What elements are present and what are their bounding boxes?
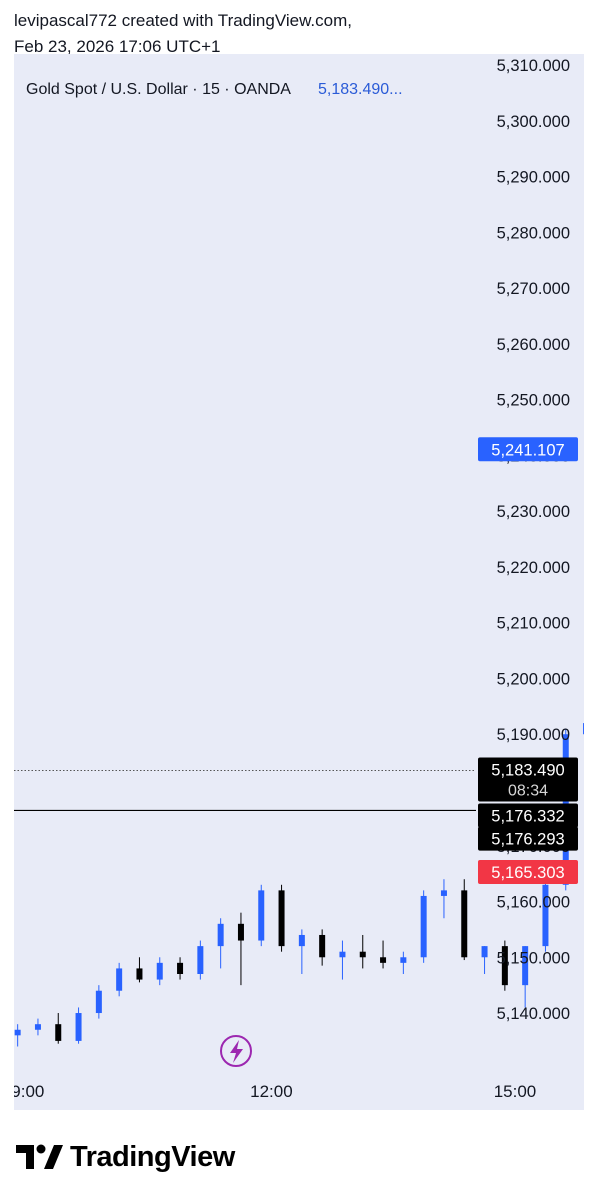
candle-body-10 — [217, 923, 224, 947]
price-label-text-crosshair: 5,176.293 — [491, 831, 564, 849]
candle-body-16 — [339, 951, 346, 958]
candle-body-23 — [481, 946, 488, 958]
y-tick-label: 5,200.000 — [497, 670, 570, 688]
y-tick-label: 5,160.000 — [497, 894, 570, 912]
timestamp-text: Feb 23, 2026 17:06 UTC+1 — [14, 37, 221, 56]
legend-price: 5,183.490... — [318, 81, 403, 98]
price-label-crosshair[interactable] — [478, 826, 578, 851]
candle-body-3 — [75, 1013, 82, 1041]
y-tick-label: 5,290.000 — [497, 169, 570, 187]
candle-body-0 — [14, 1029, 21, 1036]
created-by-text: levipascal772 created with TradingView.c… — [14, 11, 352, 30]
price-label-text-entry: 5,176.332 — [491, 807, 564, 825]
lightning-icon[interactable] — [220, 1035, 252, 1067]
y-tick-label: 5,310.000 — [497, 57, 570, 75]
y-tick-label: 5,270.000 — [497, 280, 570, 298]
y-tick-label: 5,280.000 — [497, 224, 570, 242]
y-tick-label: 5,260.000 — [497, 336, 570, 354]
share-header: levipascal772 created with TradingView.c… — [14, 8, 352, 60]
lightning-bolt-shape — [230, 1040, 243, 1063]
price-label-text-stop: 5,165.303 — [491, 864, 564, 882]
candle-body-9 — [197, 946, 204, 974]
candle-body-8 — [177, 962, 184, 974]
candle-body-25 — [522, 946, 529, 986]
y-tick-label: 5,150.000 — [497, 949, 570, 967]
candle-body-20 — [420, 895, 427, 958]
price-label-stop[interactable] — [478, 859, 578, 884]
candle-body-12 — [258, 890, 265, 941]
y-tick-label: 5,140.000 — [497, 1005, 570, 1023]
tradingview-wordmark: TradingView — [70, 1140, 235, 1173]
price-label-last[interactable] — [478, 757, 578, 802]
chart-panel[interactable]: 5,140.0005,150.0005,160.0005,170.0005,18… — [14, 54, 584, 1110]
y-tick-label: 5,230.000 — [497, 503, 570, 521]
y-tick-label: 5,190.000 — [497, 726, 570, 744]
candle-body-15 — [319, 934, 326, 958]
candle-body-24 — [501, 946, 508, 986]
y-tick-label: 5,220.000 — [497, 559, 570, 577]
candle-body-22 — [461, 890, 468, 958]
tradingview-logo-icon — [16, 1144, 63, 1169]
candle-body-1 — [34, 1024, 41, 1030]
price-label-text-target: 5,241.107 — [491, 441, 564, 459]
price-label-target[interactable] — [478, 437, 578, 462]
candle-body-18 — [380, 957, 387, 963]
candle-body-6 — [136, 968, 143, 980]
candle-body-4 — [95, 990, 102, 1014]
candle-body-5 — [116, 968, 123, 991]
candle-body-2 — [55, 1024, 62, 1041]
x-tick-label: 15:00 — [494, 1082, 537, 1101]
candle-body-26 — [542, 884, 549, 947]
candle-body-21 — [440, 890, 447, 896]
price-label-text-last: 5,183.490 — [491, 762, 564, 780]
candle-body-13 — [278, 890, 285, 947]
candle-body-17 — [359, 951, 366, 958]
candle-body-14 — [298, 934, 305, 947]
tradingview-footer: TradingView — [16, 1140, 235, 1174]
y-tick-label: 5,210.000 — [497, 615, 570, 633]
candle-body-28 — [583, 723, 584, 735]
y-tick-label: 5,300.000 — [497, 113, 570, 131]
candle-body-11 — [237, 923, 244, 941]
candle-body-7 — [156, 962, 163, 980]
candlestick-chart[interactable]: 5,140.0005,150.0005,160.0005,170.0005,18… — [14, 54, 584, 1110]
countdown-text: 08:34 — [508, 783, 548, 800]
x-tick-label: 9:00 — [14, 1082, 44, 1101]
y-tick-label: 5,250.000 — [497, 392, 570, 410]
symbol-legend: Gold Spot / U.S. Dollar · 15 · OANDA — [26, 81, 291, 98]
candle-body-19 — [400, 957, 407, 963]
price-label-entry[interactable] — [478, 803, 578, 828]
x-tick-label: 12:00 — [250, 1082, 293, 1101]
